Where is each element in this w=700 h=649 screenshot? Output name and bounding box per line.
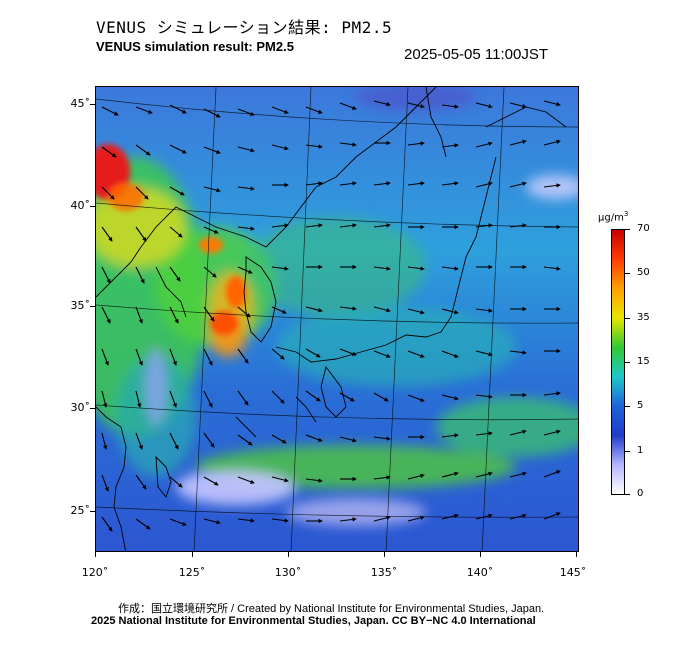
colorbar-unit-exponent: 3 [623,210,629,218]
colorbar-label: 5 [637,400,644,411]
lat-tick [90,306,95,307]
lon-label-135: 135˚ [370,566,398,579]
copyright-line: 2025 National Institute for Environmenta… [91,615,536,627]
wind-vectors [101,100,561,532]
lon-tick [384,552,385,557]
colorbar-label: 50 [637,267,650,278]
lon-tick [576,552,577,557]
lat-tick [90,408,95,409]
lat-tick [90,206,95,207]
colorbar-label: 35 [637,312,650,323]
colorbar-unit-base: μg/m [598,212,624,224]
lon-label-120: 120˚ [81,566,109,579]
lat-label-45: 45˚ [70,97,91,110]
colorbar-label: 1 [637,445,644,456]
lat-label-40: 40˚ [70,199,91,212]
colorbar-label: 70 [637,223,650,234]
lon-tick [192,552,193,557]
lon-label-125: 125˚ [178,566,206,579]
lon-tick [288,552,289,557]
title-english: VENUS simulation result: PM2.5 [96,39,294,54]
colorbar-label: 0 [637,488,644,499]
timestamp: 2025-05-05 11:00JST [404,46,548,63]
colorbar-label: 15 [637,356,650,367]
lon-label-145: 145˚ [559,566,587,579]
credit-line: 作成：国立環境研究所 / Created by National Institu… [118,603,545,615]
colorbar-tick [625,451,630,452]
lon-tick [480,552,481,557]
colorbar-tick [625,318,630,319]
colorbar-tick [625,229,630,230]
pm25-map [95,86,579,552]
colorbar-tick [625,406,630,407]
hotspots [96,144,246,335]
colorbar-tick [625,494,630,495]
graticule [96,87,578,551]
lat-label-30: 30˚ [70,401,91,414]
coastlines [96,87,567,551]
colorbar-unit: μg/m3 [598,210,628,223]
lon-label-140: 140˚ [466,566,494,579]
lat-label-25: 25˚ [70,504,91,517]
colorbar-tick [625,362,630,363]
lon-tick [95,552,96,557]
colorbar-tick [625,273,630,274]
lon-label-130: 130˚ [274,566,302,579]
colorbar [611,229,625,495]
lat-tick [90,104,95,105]
pm25-map-canvas [96,87,578,551]
lat-tick [90,511,95,512]
title-japanese: VENUS シミュレーション結果: PM2.5 [96,18,393,37]
lat-label-35: 35˚ [70,299,91,312]
